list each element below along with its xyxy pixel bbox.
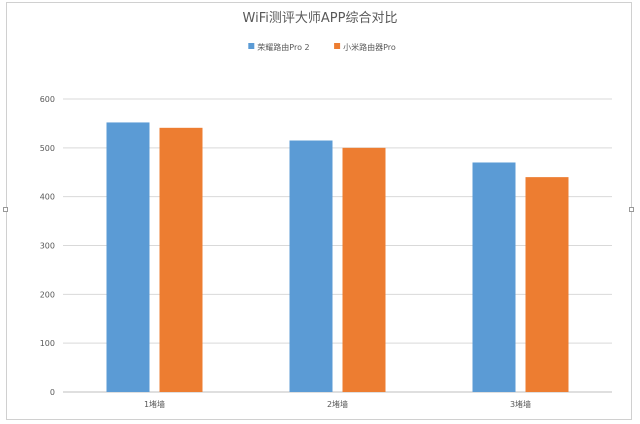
x-tick-label: 2堵墙: [327, 399, 348, 409]
y-tick-label: 0: [50, 388, 55, 397]
y-tick-label: 300: [40, 242, 55, 251]
y-tick-label: 400: [40, 193, 55, 202]
chart-title: WiFi测评大师APP综合对比: [243, 11, 398, 26]
y-tick-label: 200: [40, 290, 55, 299]
bar-1-2: [289, 140, 333, 392]
legend-swatch: [334, 43, 341, 49]
y-tick-label: 500: [40, 144, 55, 153]
legend-swatch: [248, 43, 255, 49]
gridlines: [63, 98, 612, 393]
bar-1-1: [106, 122, 150, 392]
x-tick-label: 3堵墙: [510, 399, 531, 409]
x-axis: 1堵墙 2堵墙 3堵墙: [144, 399, 531, 409]
y-tick-label: 600: [40, 95, 55, 104]
resize-handle-left[interactable]: [3, 207, 8, 212]
legend: 荣耀路由Pro 2 小米路由器Pro: [248, 42, 396, 52]
legend-label: 小米路由器Pro: [343, 42, 396, 52]
bar-2-3: [525, 177, 569, 392]
y-tick-label: 100: [40, 339, 55, 348]
y-axis: 0 100 200 300 400 500 600: [40, 95, 55, 397]
bar-2-1: [159, 127, 203, 392]
bars: [106, 122, 569, 392]
resize-handle-right[interactable]: [629, 207, 634, 212]
bar-2-2: [342, 147, 386, 392]
bar-1-3: [472, 162, 516, 392]
legend-label: 荣耀路由Pro 2: [257, 42, 309, 52]
x-tick-label: 1堵墙: [144, 399, 165, 409]
